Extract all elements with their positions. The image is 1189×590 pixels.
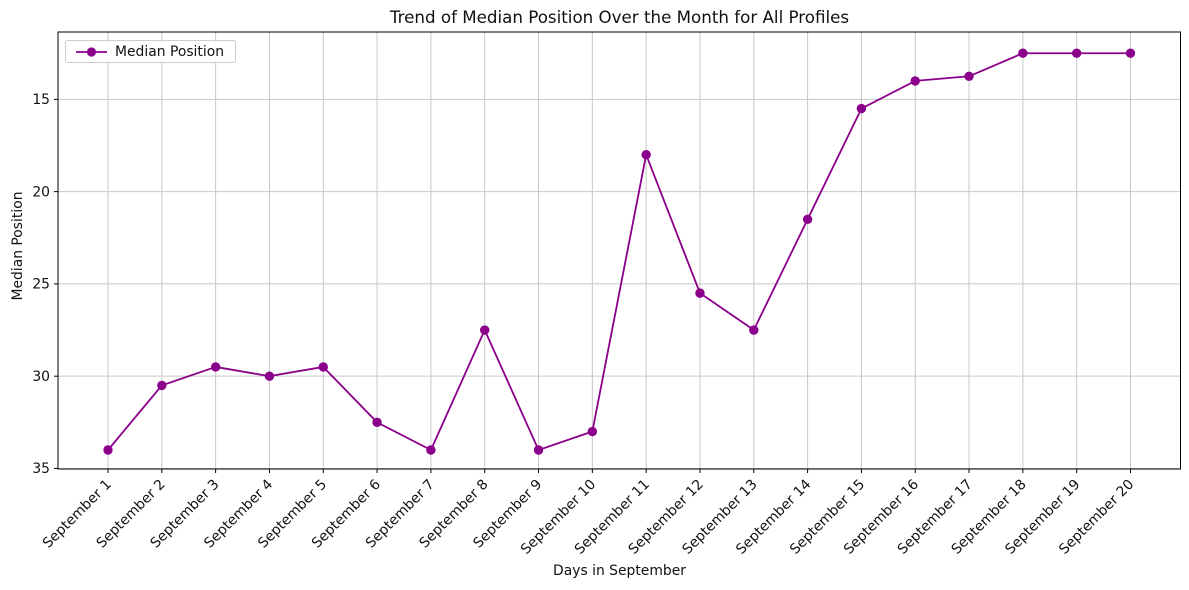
data-point-13 [749,325,759,335]
data-point-3 [210,362,221,372]
series-line-median-position [107,52,1131,451]
data-point-4 [264,371,275,381]
data-point-10 [587,426,598,437]
data-point-11 [641,150,651,160]
data-point-8 [480,325,490,335]
data-point-12 [695,288,705,298]
data-point-1 [103,445,113,455]
data-point-18 [1018,48,1028,58]
data-point-20 [1125,48,1136,58]
data-point-5 [318,362,328,372]
data-point-7 [426,445,436,455]
grid-lines [58,32,1181,469]
y-tick-label: 35 [32,461,50,477]
data-point-6 [372,417,382,428]
chart-title: Trend of Median Position Over the Month … [389,7,850,27]
series-markers [103,48,1136,455]
legend-line-marker-icon [76,46,107,57]
y-tick-label: 20 [32,184,50,200]
y-axis-label: Median Position [10,191,26,301]
legend-label: Median Position [115,43,225,60]
data-point-19 [1071,48,1082,58]
y-axis-ticks: 15 20 25 30 35 [32,92,58,477]
data-point-15 [856,103,867,114]
data-point-9 [533,445,544,455]
data-point-17 [964,71,974,81]
y-tick-label: 25 [32,277,50,293]
legend: Median Position [65,40,237,63]
data-point-16 [910,76,920,86]
y-tick-label: 30 [32,369,50,385]
x-axis-label: Days in September [553,563,686,579]
y-tick-label: 15 [32,92,50,108]
data-point-2 [157,380,167,391]
data-point-14 [802,214,813,225]
plot-border [57,31,1181,470]
